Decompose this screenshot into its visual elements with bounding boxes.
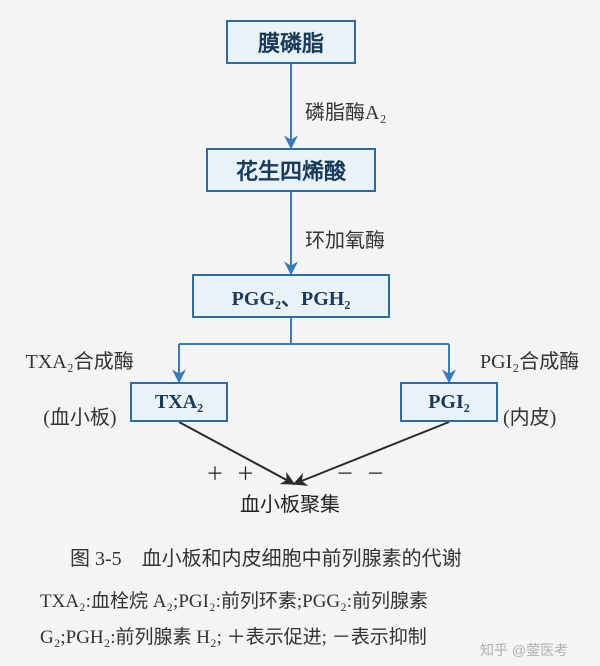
node-label: 膜磷脂 — [258, 26, 324, 58]
node-label: 花生四烯酸 — [236, 154, 346, 186]
node-arachidonic-acid: 花生四烯酸 — [206, 148, 376, 192]
diagram-canvas: 膜磷脂 花生四烯酸 PGG₂、PGH₂ TXA₂ PGI₂ 磷脂酶A₂ 环加氧酶… — [0, 0, 600, 666]
branch-line1: PGI₂合成酶 — [480, 351, 579, 373]
branch-line2: (血小板) — [43, 407, 116, 429]
branch-label-txa2-synthase: TXA₂合成酶 (血小板) — [6, 320, 134, 460]
arrow-label-cyclooxygenase: 环加氧酶 — [305, 224, 385, 253]
watermark: 知乎 @蓥医考 — [480, 640, 568, 660]
sign-minus: － － — [336, 460, 389, 486]
endpoint-platelet-aggregation: 血小板聚集 — [240, 488, 340, 517]
node-pgg2-pgh2: PGG₂、PGH₂ — [192, 274, 390, 318]
node-label: PGG₂、PGH₂ — [232, 282, 351, 311]
branch-label-pgi2-synthase: PGI₂合成酶 (内皮) — [460, 320, 579, 460]
node-txa2: TXA₂ — [130, 382, 228, 422]
caption-legend: TXA₂:血栓烷 A₂;PGI₂:前列环素;PGG₂:前列腺素 G₂;PGH₂:… — [40, 584, 462, 656]
node-membrane-phospholipid: 膜磷脂 — [226, 20, 356, 64]
node-label: TXA₂ — [155, 391, 203, 414]
branch-line2: (内皮) — [503, 407, 556, 429]
branch-line1: TXA₂合成酶 — [26, 351, 134, 373]
caption-title: 图 3-5 血小板和内皮细胞中前列腺素的代谢 — [70, 540, 462, 578]
sign-plus: ＋ ＋ — [206, 460, 259, 486]
arrow-label-phospholipase-a2: 磷脂酶A₂ — [305, 96, 386, 125]
figure-caption: 图 3-5 血小板和内皮细胞中前列腺素的代谢 TXA₂:血栓烷 A₂;PGI₂:… — [40, 540, 462, 656]
